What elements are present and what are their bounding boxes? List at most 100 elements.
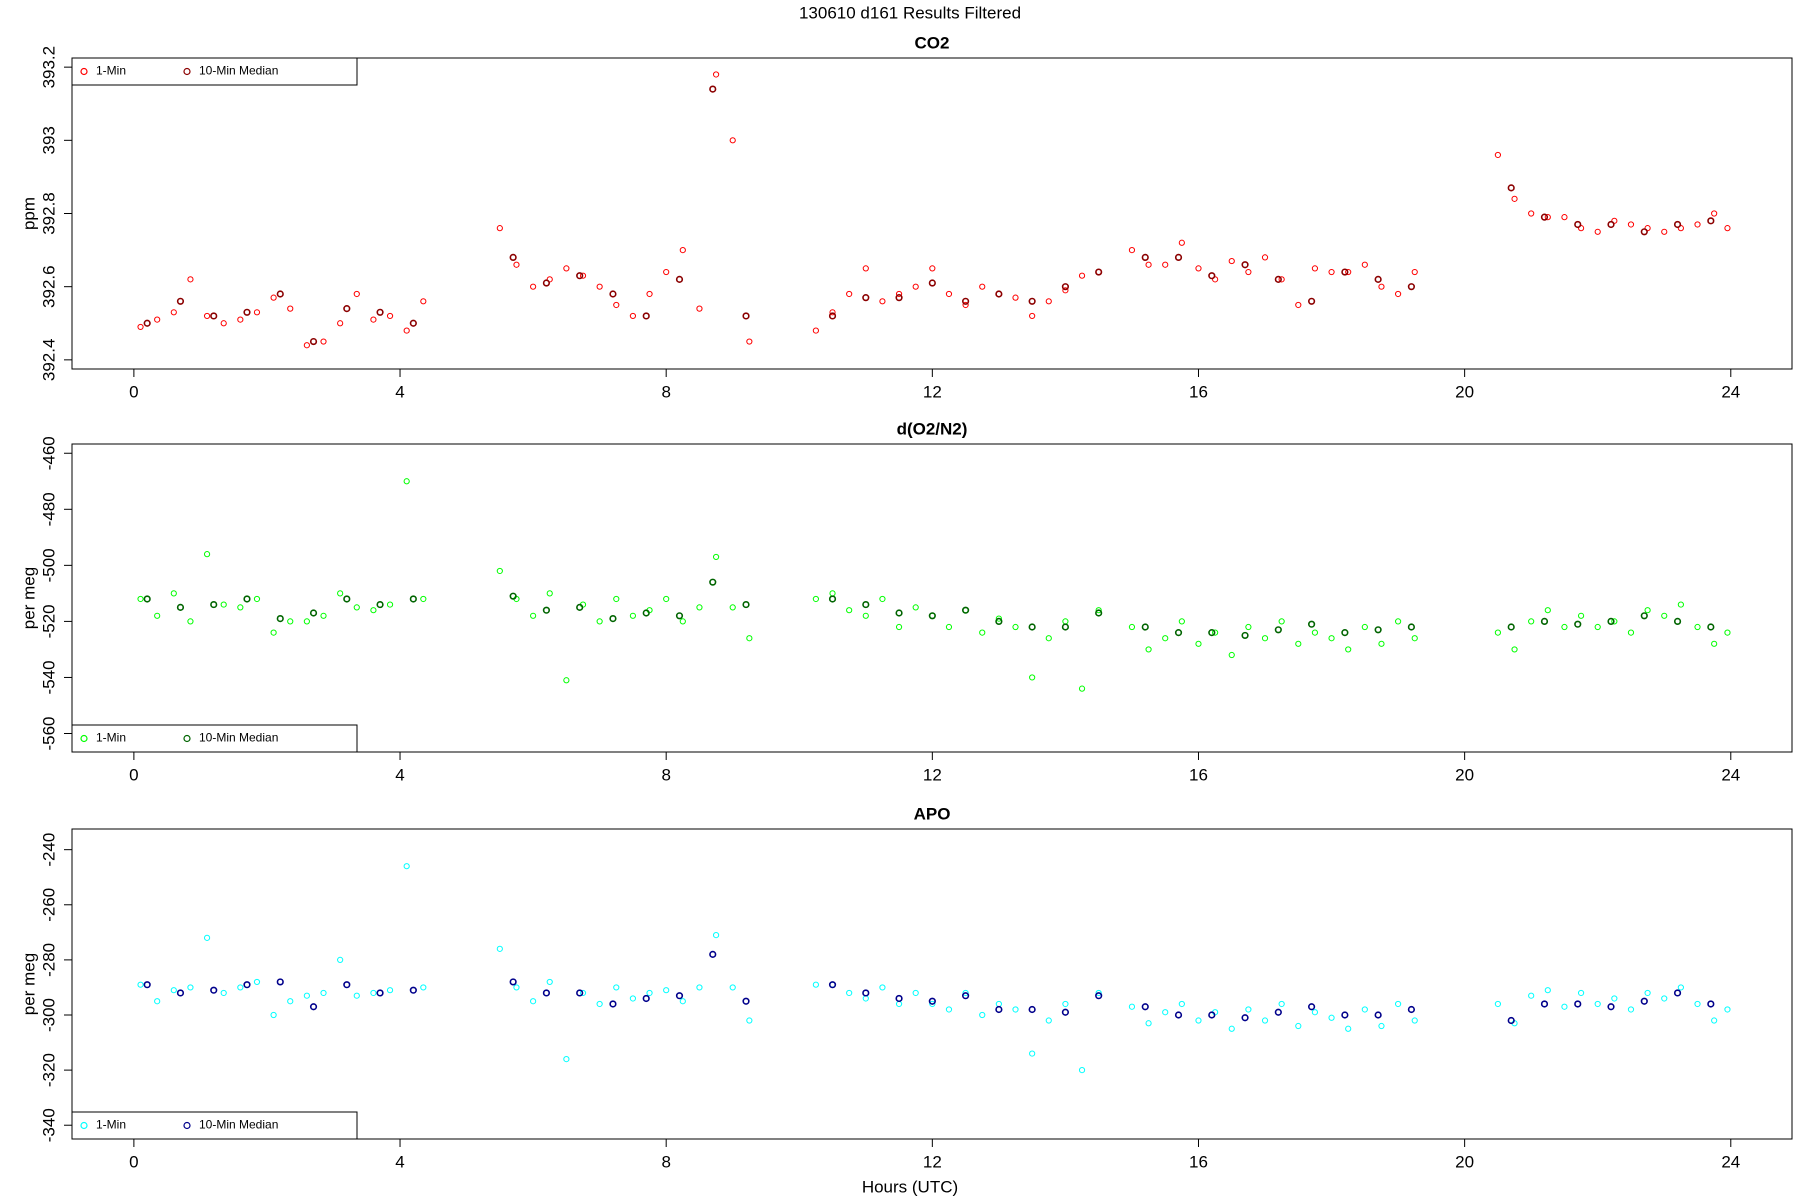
point <box>1561 623 1568 631</box>
point <box>1028 623 1036 631</box>
point <box>1507 184 1515 192</box>
point <box>509 978 517 986</box>
point <box>276 978 284 986</box>
y-tick-label: -240 <box>39 833 58 867</box>
point <box>1378 283 1385 290</box>
point <box>1029 312 1036 320</box>
point <box>1640 997 1648 1005</box>
point <box>862 995 869 1002</box>
point <box>1012 623 1019 631</box>
point <box>1411 268 1418 276</box>
point <box>143 595 151 603</box>
y-axis-label: ppm <box>19 197 38 230</box>
point <box>1574 220 1582 229</box>
legend-label: 10-Min Median <box>199 1118 278 1132</box>
point <box>979 629 986 636</box>
point <box>276 290 284 298</box>
point <box>1540 617 1549 626</box>
point <box>1374 1011 1382 1019</box>
y-tick-label: -340 <box>39 1108 58 1142</box>
point <box>1274 275 1282 283</box>
point <box>945 290 953 298</box>
point <box>137 595 144 603</box>
point <box>1012 294 1019 301</box>
point <box>1561 1003 1568 1010</box>
point <box>409 595 417 603</box>
point <box>1311 629 1319 636</box>
point <box>154 612 161 619</box>
point <box>409 319 417 327</box>
point <box>1511 195 1518 202</box>
point <box>812 981 819 988</box>
point <box>629 312 637 320</box>
point <box>370 989 377 997</box>
point <box>1724 629 1731 636</box>
point <box>137 981 144 988</box>
point <box>895 623 903 631</box>
point <box>675 612 684 620</box>
point <box>270 1011 277 1019</box>
legend-symbol <box>183 1121 191 1130</box>
legend-symbol <box>183 67 191 76</box>
point <box>1627 629 1635 636</box>
x-tick-label: 4 <box>395 1152 404 1171</box>
point <box>1394 290 1402 298</box>
point <box>1494 1000 1502 1008</box>
point <box>1594 1000 1601 1008</box>
point <box>287 305 294 312</box>
point <box>629 995 637 1002</box>
y-tick-label: 392.6 <box>39 265 58 308</box>
point <box>679 618 686 625</box>
point <box>170 309 177 316</box>
point <box>1607 617 1615 626</box>
point <box>1078 272 1086 279</box>
point <box>1195 1017 1202 1024</box>
point <box>376 600 384 609</box>
point <box>376 308 384 316</box>
point <box>337 590 344 597</box>
point <box>1045 635 1052 642</box>
point <box>928 279 936 287</box>
point <box>220 601 227 608</box>
point <box>609 614 617 623</box>
point <box>542 279 551 287</box>
legend-symbol <box>80 734 88 743</box>
point <box>343 305 351 313</box>
point <box>137 323 144 331</box>
point <box>237 604 244 611</box>
point <box>496 225 503 232</box>
point <box>1644 989 1651 997</box>
x-tick-label: 8 <box>661 1152 670 1171</box>
point <box>1145 261 1152 268</box>
point <box>1128 246 1136 254</box>
point <box>1411 1017 1418 1024</box>
point <box>576 603 584 611</box>
point <box>303 342 310 349</box>
point <box>210 986 218 994</box>
x-tick-label: 4 <box>395 765 404 784</box>
point <box>1611 618 1618 625</box>
point <box>1544 987 1551 994</box>
point <box>596 618 603 625</box>
point <box>1307 620 1316 628</box>
point <box>563 265 570 272</box>
legend-symbol <box>183 734 191 743</box>
y-tick-label: -500 <box>39 548 58 582</box>
point <box>1028 297 1036 305</box>
point <box>995 290 1003 298</box>
point <box>1307 297 1316 305</box>
point <box>1228 651 1235 659</box>
panel-title: CO2 <box>915 33 950 52</box>
point <box>1711 210 1718 217</box>
point <box>1078 1067 1086 1074</box>
point <box>1228 1025 1235 1032</box>
point <box>530 612 537 619</box>
y-tick-label: 392.4 <box>39 339 58 382</box>
point <box>1378 640 1385 647</box>
point <box>1261 635 1269 642</box>
point <box>210 312 218 320</box>
point <box>243 981 251 989</box>
point <box>253 595 261 603</box>
point <box>176 297 185 305</box>
